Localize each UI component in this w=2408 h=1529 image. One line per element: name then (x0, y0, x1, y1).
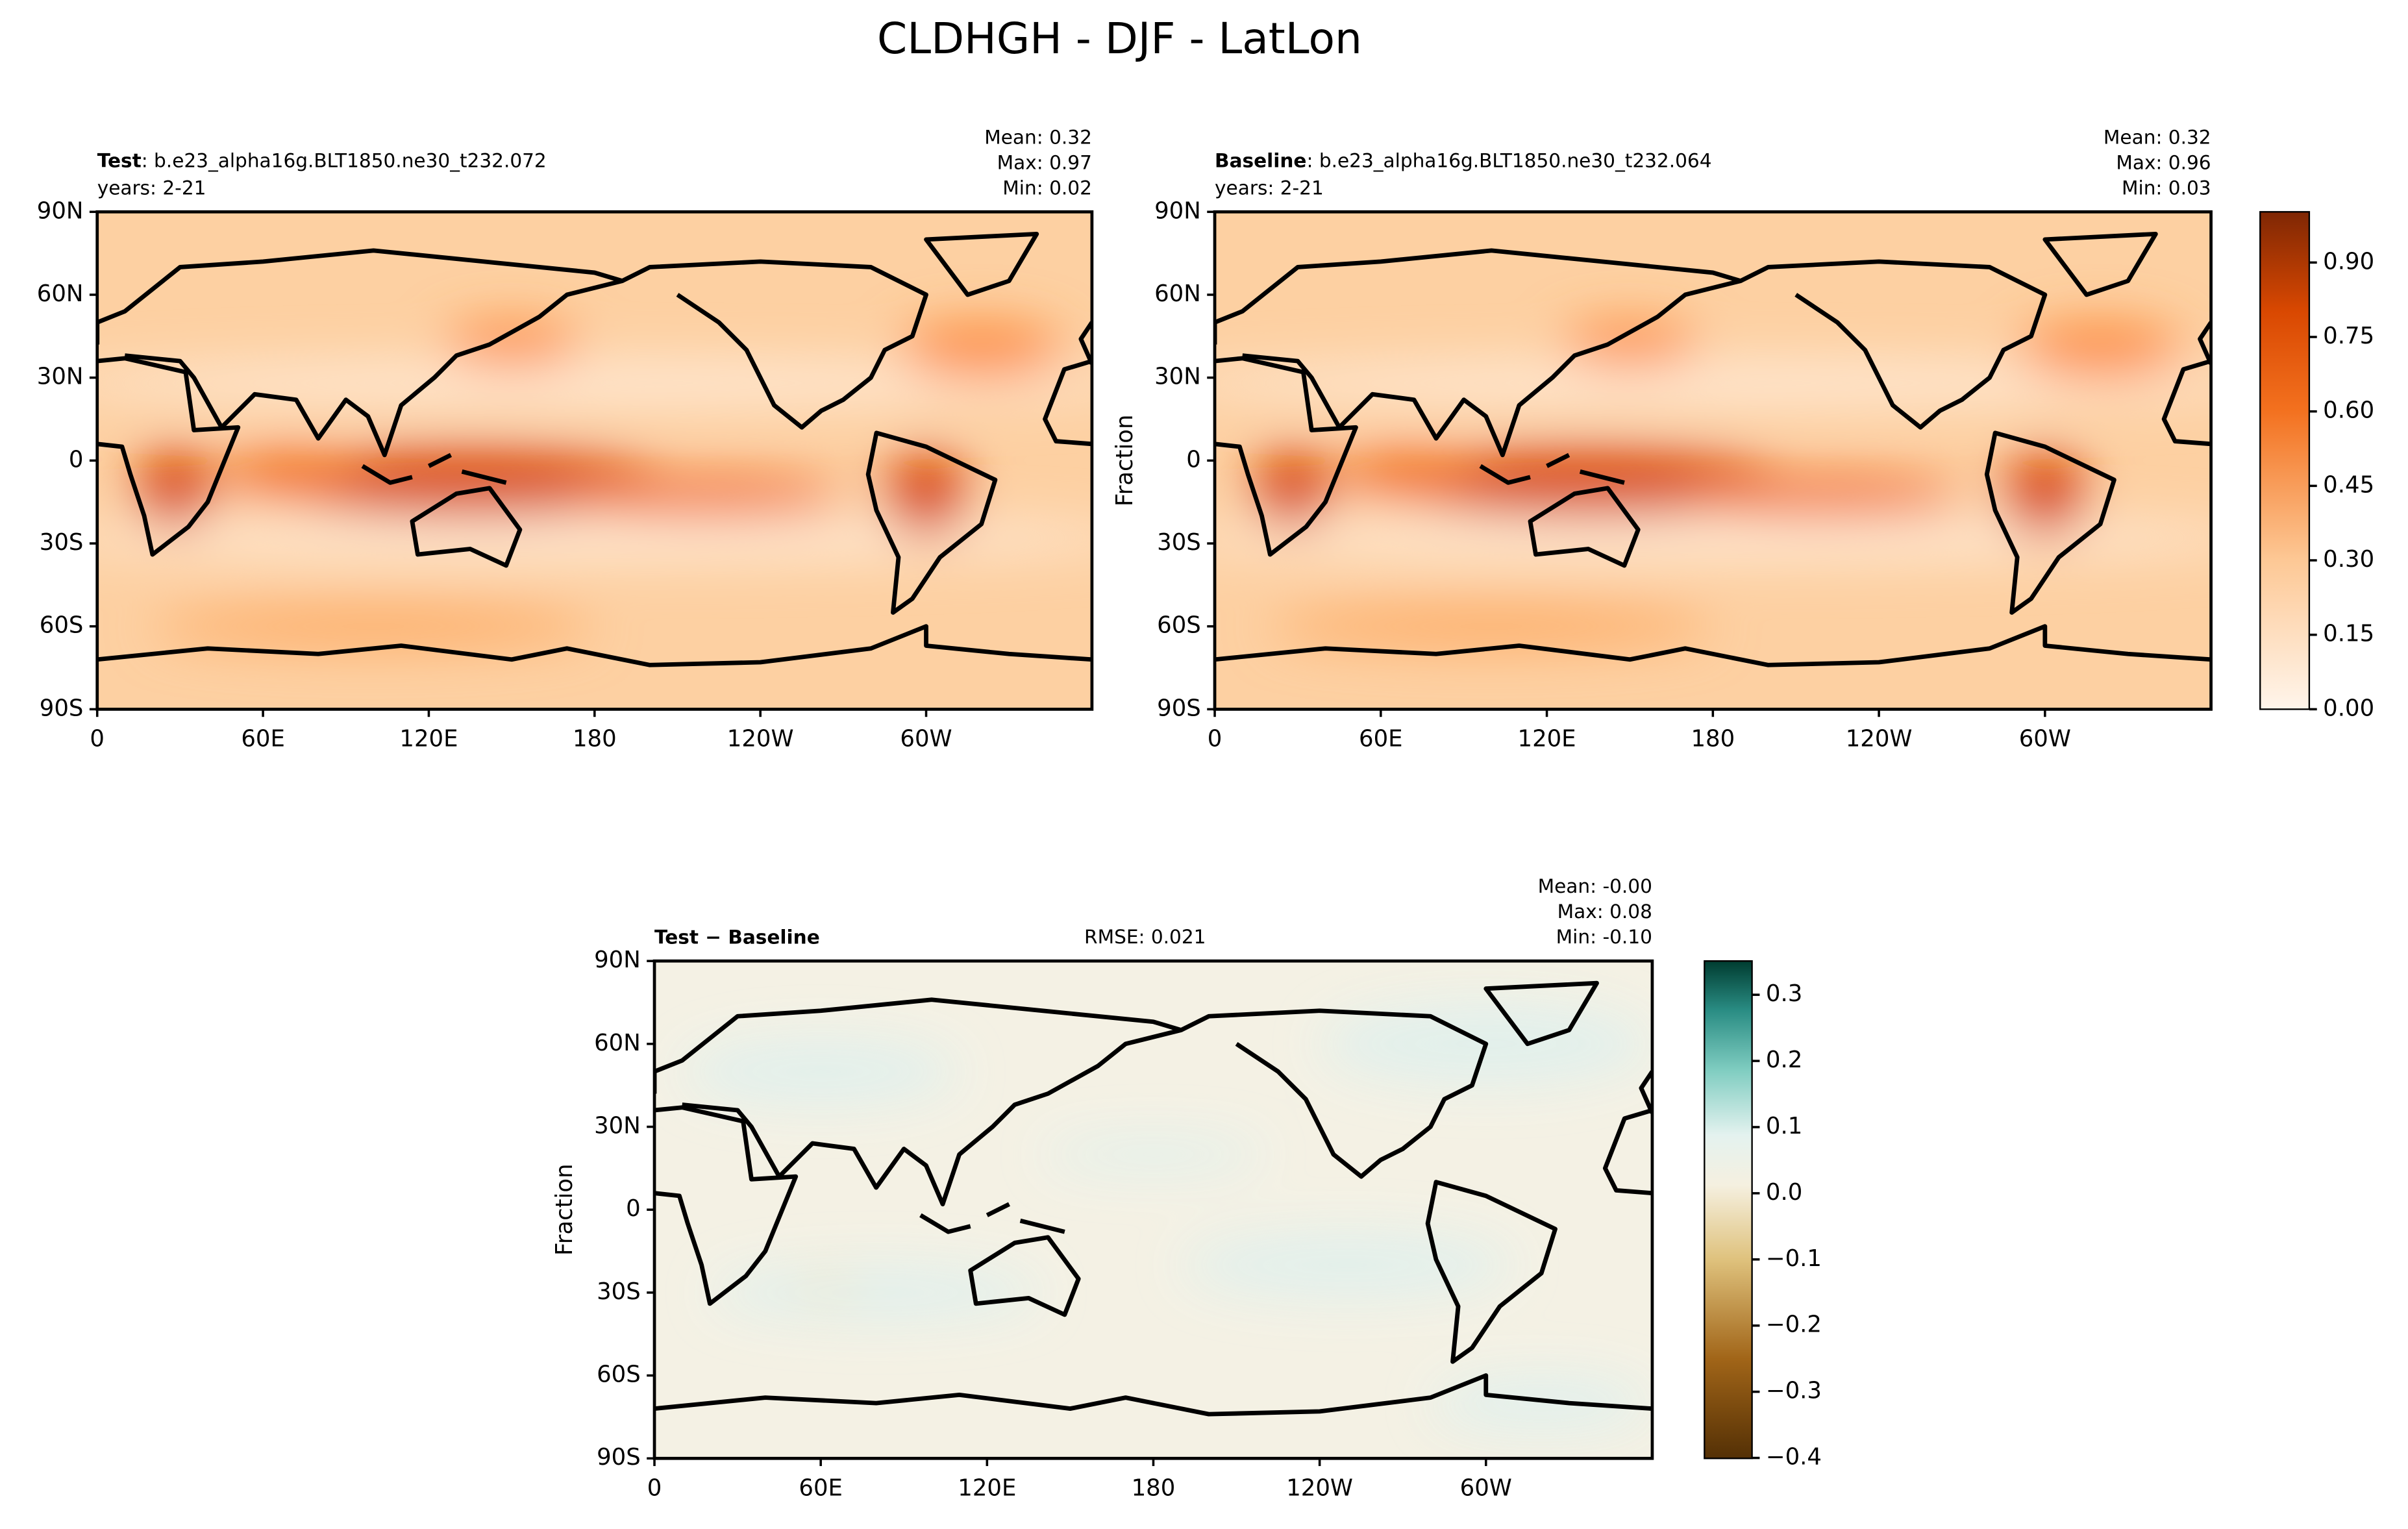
field-difference (654, 961, 1652, 1459)
panel-name: Test (97, 149, 142, 171)
x-tick-label: 120W (1846, 726, 1913, 752)
colorbar-diff (1704, 960, 1753, 1460)
colorbar-tick-label: 0.30 (2323, 546, 2374, 573)
years: years: 2-21 (1215, 177, 1324, 199)
panel-label: Test: b.e23_alpha16g.BLT1850.ne30_t232.0… (97, 149, 547, 171)
y-tick-label: 60N (1154, 280, 1201, 307)
case-name: : b.e23_alpha16g.BLT1850.ne30_t232.072 (142, 149, 547, 171)
x-tick-label: 180 (1132, 1475, 1176, 1502)
x-tick-label: 120E (958, 1475, 1016, 1502)
x-tick-label: 120E (399, 726, 458, 752)
colorbar-tick-label: 0.0 (1766, 1179, 1802, 1206)
field-test (97, 212, 1092, 710)
y-tick-label: 30N (37, 364, 84, 390)
y-tick-label: 60S (1157, 612, 1201, 639)
stat: Max: 0.97 (997, 151, 1092, 173)
y-tick-label: 30N (1154, 364, 1201, 390)
x-tick-label: 60E (1359, 726, 1403, 752)
case-name: : b.e23_alpha16g.BLT1850.ne30_t232.064 (1306, 149, 1711, 171)
x-tick-label: 0 (1208, 726, 1223, 752)
colorbar-tick-label: −0.3 (1766, 1378, 1822, 1404)
x-tick-label: 0 (647, 1475, 662, 1502)
colorbar-tick-label: 0.90 (2323, 248, 2374, 275)
y-tick-label: 90S (1157, 695, 1201, 721)
colorbar-tick-label: −0.1 (1766, 1245, 1822, 1272)
y-axis-label: Fraction (1111, 415, 1138, 507)
y-tick-label: 30N (594, 1113, 641, 1139)
colorbar-test (2259, 211, 2311, 710)
x-tick-label: 0 (90, 726, 105, 752)
x-tick-label: 120W (727, 726, 794, 752)
y-tick-label: 90N (37, 197, 84, 224)
colorbar-tick-label: 0.60 (2323, 397, 2374, 424)
y-tick-label: 0 (1186, 446, 1201, 473)
stat: Min: 0.03 (2122, 177, 2211, 199)
colorbar-tick-label: 0.1 (1766, 1113, 1802, 1139)
y-tick-label: 60N (594, 1030, 641, 1056)
y-tick-label: 0 (626, 1195, 641, 1222)
x-tick-label: 60E (241, 726, 285, 752)
panel-label: Baseline: b.e23_alpha16g.BLT1850.ne30_t2… (1215, 149, 1711, 171)
x-tick-label: 60W (900, 726, 952, 752)
y-tick-label: 90S (40, 695, 84, 721)
colorbar-tick-label: 0.2 (1766, 1047, 1802, 1073)
y-tick-label: 30S (597, 1278, 641, 1305)
colorbar-tick-label: −0.4 (1766, 1444, 1822, 1471)
y-tick-label: 90N (594, 947, 641, 973)
y-tick-label: 90S (597, 1444, 641, 1471)
y-tick-label: 30S (1157, 529, 1201, 556)
stat: Mean: 0.32 (2104, 126, 2211, 148)
colorbar-tick-label: 0.75 (2323, 323, 2374, 349)
stat: Mean: -0.00 (1538, 875, 1652, 897)
x-tick-label: 180 (573, 726, 617, 752)
panel-label: Test − Baseline (654, 926, 820, 948)
stat: Min: 0.02 (1002, 177, 1092, 199)
years: years: 2-21 (97, 177, 206, 199)
colorbar-tick-label: 0.15 (2323, 621, 2374, 647)
y-tick-label: 60S (40, 612, 84, 639)
colorbar-tick-label: 0.00 (2323, 695, 2374, 721)
y-axis-label: Fraction (551, 1163, 578, 1256)
colorbar-tick-label: −0.2 (1766, 1311, 1822, 1338)
y-tick-label: 60N (37, 280, 84, 307)
x-tick-label: 60W (2019, 726, 2071, 752)
x-tick-label: 120E (1518, 726, 1576, 752)
y-tick-label: 0 (69, 446, 84, 473)
panel-name: Baseline (1215, 149, 1306, 171)
stat: Mean: 0.32 (984, 126, 1092, 148)
colorbar-tick-label: 0.45 (2323, 471, 2374, 498)
x-tick-label: 60W (1460, 1475, 1512, 1502)
rmse: RMSE: 0.021 (1084, 926, 1206, 948)
stat: Min: -0.10 (1556, 926, 1652, 948)
figure-title: CLDHGH - DJF - LatLon (877, 14, 1362, 64)
panel-name: Test − Baseline (654, 926, 820, 948)
stat: Max: 0.96 (2116, 151, 2211, 173)
y-tick-label: 30S (40, 529, 84, 556)
y-tick-label: 90N (1154, 197, 1201, 224)
stat: Max: 0.08 (1558, 901, 1652, 923)
field-baseline (1215, 212, 2211, 710)
x-tick-label: 60E (799, 1475, 843, 1502)
colorbar-tick-label: 0.3 (1766, 980, 1802, 1007)
x-tick-label: 120W (1286, 1475, 1353, 1502)
x-tick-label: 180 (1691, 726, 1735, 752)
y-tick-label: 60S (597, 1361, 641, 1388)
